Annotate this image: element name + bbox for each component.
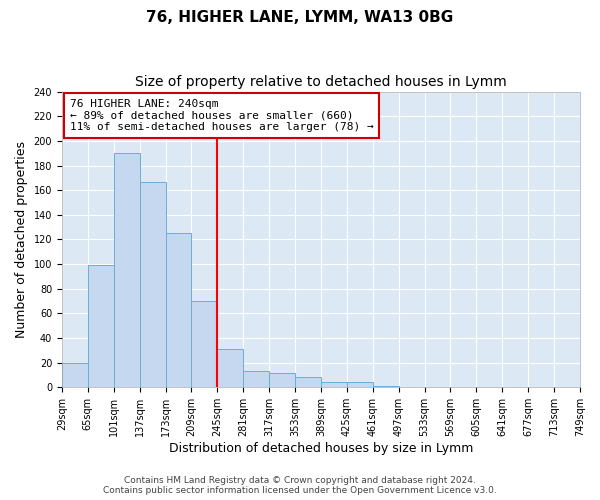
Bar [166, 234, 191, 388]
Bar [217, 349, 243, 388]
Bar [191, 301, 217, 388]
Bar [347, 382, 373, 388]
X-axis label: Distribution of detached houses by size in Lymm: Distribution of detached houses by size … [169, 442, 473, 455]
Title: Size of property relative to detached houses in Lymm: Size of property relative to detached ho… [135, 75, 507, 89]
Bar [269, 372, 295, 388]
Bar [88, 266, 114, 388]
Bar [114, 153, 140, 388]
Text: Contains HM Land Registry data © Crown copyright and database right 2024.
Contai: Contains HM Land Registry data © Crown c… [103, 476, 497, 495]
Bar [140, 182, 166, 388]
Text: 76, HIGHER LANE, LYMM, WA13 0BG: 76, HIGHER LANE, LYMM, WA13 0BG [146, 10, 454, 25]
Bar [243, 372, 269, 388]
Bar [321, 382, 347, 388]
Bar [373, 386, 398, 388]
Bar [62, 362, 88, 388]
Bar [295, 378, 321, 388]
Text: 76 HIGHER LANE: 240sqm
← 89% of detached houses are smaller (660)
11% of semi-de: 76 HIGHER LANE: 240sqm ← 89% of detached… [70, 99, 373, 132]
Y-axis label: Number of detached properties: Number of detached properties [15, 141, 28, 338]
